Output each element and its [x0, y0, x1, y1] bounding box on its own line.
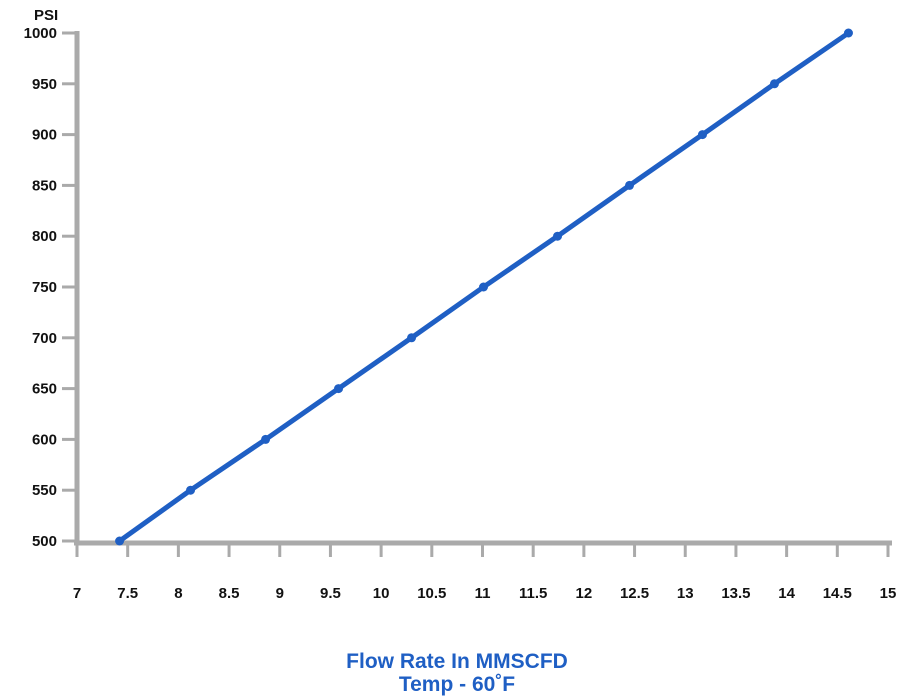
x-tick-label: 10 — [373, 585, 390, 602]
x-tick-label: 12.5 — [620, 585, 649, 602]
x-tick-label: 11.5 — [519, 585, 547, 602]
y-axis-label: PSI — [34, 7, 58, 24]
x-tick-label: 8 — [174, 585, 182, 602]
x-tick-label: 8.5 — [219, 585, 240, 602]
data-point — [553, 231, 563, 241]
data-point — [407, 333, 417, 343]
x-axis-caption-line2: Temp - 60˚F — [398, 673, 516, 696]
x-tick-label: 15 — [880, 585, 897, 602]
x-tick-label: 9.5 — [320, 585, 341, 602]
x-tick-label: 13 — [677, 585, 694, 602]
x-tick-label: 13.5 — [721, 585, 750, 602]
x-axis-caption-line1: Flow Rate In MMSCFD — [346, 650, 568, 673]
y-tick-label: 500 — [32, 533, 57, 550]
data-point — [186, 485, 196, 495]
y-tick-label: 950 — [32, 76, 57, 93]
x-tick-label: 7.5 — [117, 585, 138, 602]
x-tick-label: 14 — [778, 585, 795, 602]
series-layer — [115, 28, 853, 546]
y-tick-label: 800 — [32, 228, 57, 245]
y-tick-label: 550 — [32, 482, 57, 499]
x-tick-label: 11 — [475, 585, 491, 602]
y-tick-label: 850 — [32, 177, 57, 194]
data-point — [115, 536, 125, 546]
x-tick-label: 7 — [73, 585, 81, 602]
y-tick-label: 900 — [32, 127, 57, 144]
data-point — [769, 79, 779, 89]
data-point — [261, 434, 271, 444]
y-tick-label: 600 — [32, 431, 57, 448]
x-tick-label: 14.5 — [823, 585, 852, 602]
x-tick-label: 12 — [576, 585, 593, 602]
data-point — [697, 130, 707, 140]
data-point — [479, 282, 489, 292]
x-tick-label: 9 — [276, 585, 284, 602]
data-point — [843, 28, 853, 38]
y-axis-ticks: 500 550 600 650 700 750 800 850 900 950 1000 — [24, 25, 77, 550]
y-tick-label: 650 — [32, 381, 57, 398]
x-axis-ticks: 7 7.5 8 8.5 9 9.5 10 10.5 11 11.5 12 12.5 13 13.5 14 14… — [73, 543, 897, 602]
y-tick-label: 700 — [32, 330, 57, 347]
y-tick-label: 750 — [32, 279, 57, 296]
x-tick-label: 10.5 — [417, 585, 446, 602]
data-point — [624, 180, 634, 190]
y-tick-label: 1000 — [24, 25, 57, 42]
data-point — [334, 384, 344, 394]
